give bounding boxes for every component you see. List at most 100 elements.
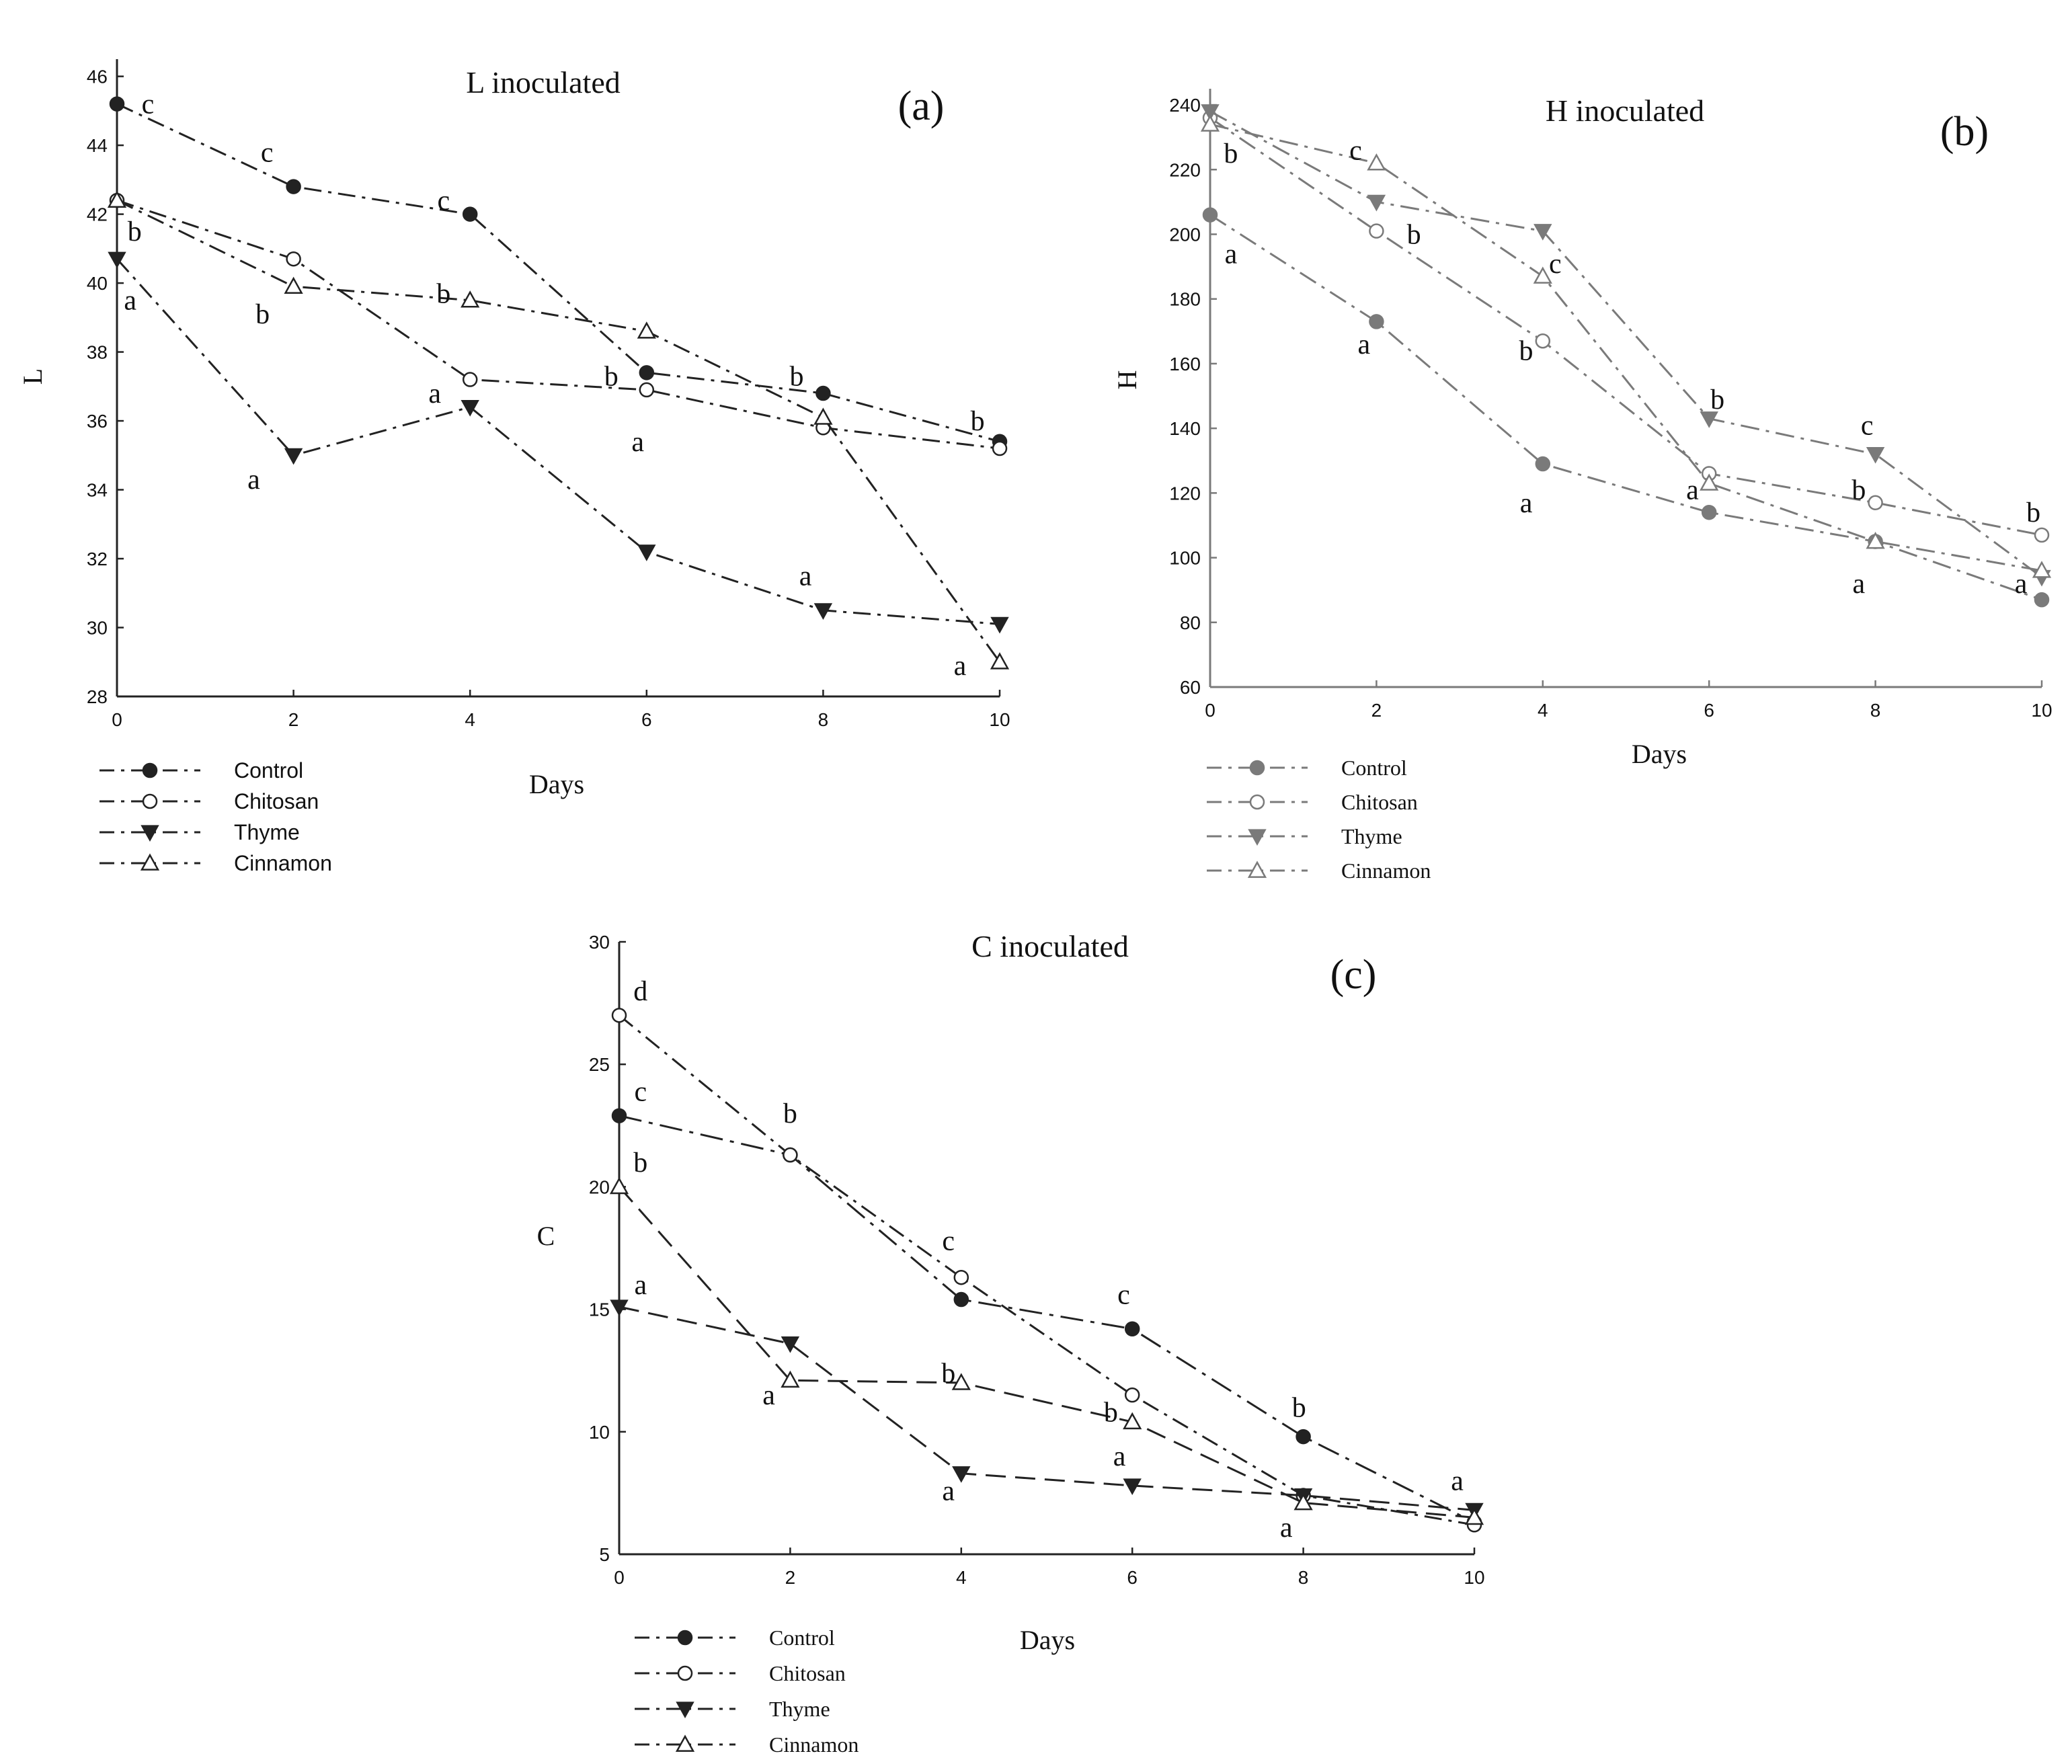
x-axis-title: Days [1632,739,1687,769]
significance-letter: a [2015,569,2028,600]
significance-letter: a [1225,239,1238,270]
x-tick-label: 8 [818,709,829,730]
series-line-chitosan [1209,117,2042,536]
data-point-chitosan [639,382,655,398]
significance-letter: b [604,361,619,392]
legend-label-cinnamon: Cinnamon [1341,858,1431,883]
x-tick-label: 6 [641,709,652,730]
series-line-thyme [116,258,1000,625]
data-point-thyme [108,251,126,269]
significance-letter: b [436,278,450,309]
significance-letter: a [631,427,644,458]
data-point-cinnamon [1464,1507,1484,1525]
series-line-chitosan [116,199,1000,450]
significance-letter: c [1549,249,1562,280]
legend-label-control: Control [234,758,303,783]
y-tick-label: 20 [589,1176,610,1197]
legend-label-cinnamon: Cinnamon [769,1732,859,1757]
data-point-thyme [284,448,303,465]
significance-letter: b [633,1148,647,1178]
significance-letter: c [437,186,450,216]
data-point-cinnamon [107,190,127,208]
chart-title: C inoculated [971,929,1129,963]
y-tick-label: 15 [589,1299,610,1320]
data-point-cinnamon [813,407,833,425]
data-point-control [286,179,301,194]
data-point-control [1369,314,1384,329]
data-point-control [1202,207,1218,223]
series-line-cinnamon [618,1186,1475,1519]
data-point-chitosan [953,1269,969,1285]
data-point-cinnamon [1200,114,1220,132]
data-point-control [1701,504,1717,520]
significance-letter: a [1451,1466,1464,1497]
x-tick-label: 4 [1538,700,1548,721]
legend-marker-thyme [141,825,159,842]
data-point-thyme [813,603,833,620]
x-tick-label: 2 [1371,700,1382,721]
series-line-cinnamon [116,199,1001,663]
y-tick-label: 36 [87,411,108,432]
y-tick-label: 42 [87,204,108,225]
data-point-chitosan [1868,495,1883,511]
significance-letter: c [261,137,274,168]
y-tick-label: 25 [589,1054,610,1075]
data-point-thyme [781,1336,800,1353]
data-point-cinnamon [461,290,480,308]
legend-marker-chitosan [142,793,158,809]
legend-marker-thyme [676,1701,694,1719]
y-tick-label: 60 [1180,677,1201,698]
significance-letter: b [1851,475,1866,506]
data-point-cinnamon [1367,153,1386,171]
data-point-control [815,385,831,401]
x-tick-label: 10 [989,709,1010,730]
data-point-control [611,1108,627,1123]
significance-letter: a [1113,1441,1126,1472]
data-point-cinnamon [990,652,1010,670]
data-point-cinnamon [1533,266,1552,284]
y-tick-label: 100 [1169,548,1201,569]
significance-letter: b [783,1098,797,1129]
chart-title: H inoculated [1546,93,1704,128]
legend-marker-chitosan [677,1665,693,1681]
series-line-chitosan [619,1014,1475,1526]
y-tick-label: 80 [1180,612,1201,633]
significance-letter: b [128,216,142,247]
significance-letter: b [1224,138,1238,169]
data-point-control [2034,592,2050,608]
series-line-cinnamon [1209,123,2042,572]
legend-marker-thyme [1248,829,1267,846]
significance-letter: a [1853,569,1866,600]
x-tick-label: 2 [785,1567,796,1588]
y-axis-title: H [1112,370,1142,390]
y-tick-label: 120 [1169,483,1201,504]
y-axis-title: L [17,368,48,385]
data-point-chitosan [1369,223,1384,239]
legend-label-cinnamon: Cinnamon [234,851,332,875]
data-point-chitosan [992,440,1008,456]
panel-label: (b) [1940,109,1989,155]
y-tick-label: 180 [1169,289,1201,310]
legend-marker-chitosan [1249,794,1265,810]
x-tick-label: 10 [1464,1567,1484,1588]
significance-letter: a [634,1270,647,1301]
data-point-thyme [1367,194,1386,212]
significance-letter: b [1519,336,1533,367]
x-tick-label: 2 [288,709,299,730]
data-point-thyme [1866,447,1885,464]
data-point-cinnamon [637,321,656,339]
data-point-thyme [1201,104,1220,121]
significance-letter: d [633,976,647,1007]
data-point-chitosan [1535,333,1551,349]
y-tick-label: 28 [87,686,108,707]
data-point-cinnamon [1293,1492,1313,1511]
x-tick-label: 8 [1298,1567,1309,1588]
data-point-chitosan [611,1008,627,1023]
data-point-cinnamon [609,1176,629,1195]
data-point-chitosan [462,372,478,387]
data-point-control [953,1291,969,1308]
data-point-thyme [1700,411,1718,428]
chart-title: L inoculated [466,65,620,99]
legend-label-thyme: Thyme [234,820,300,844]
